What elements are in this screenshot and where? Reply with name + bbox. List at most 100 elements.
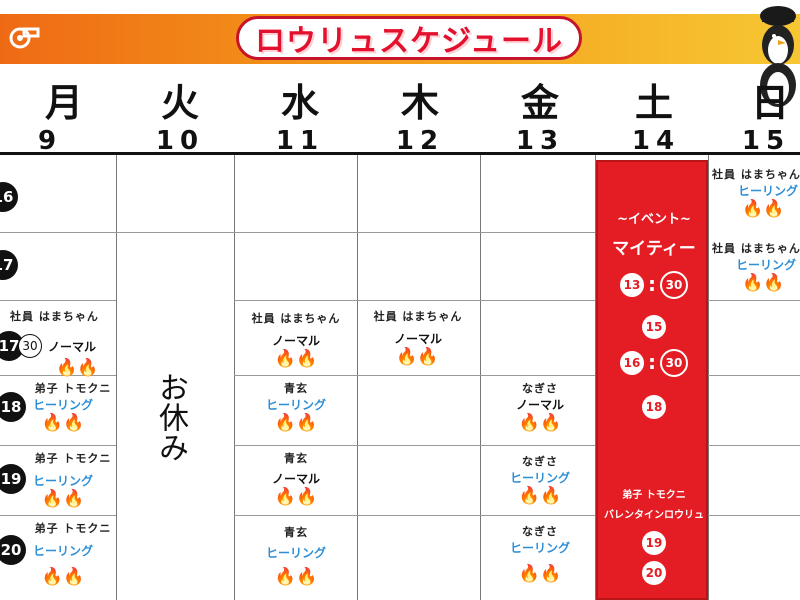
hour-marker: 17 — [0, 250, 18, 280]
session-type: ヒーリング — [32, 398, 93, 412]
date-sun: 15 — [741, 126, 791, 156]
evening-staff: 弟子 トモクニ — [622, 490, 686, 501]
minute-badge: 30 — [660, 271, 688, 299]
day-mon: 月 — [44, 81, 83, 125]
hour-badge: 13 — [620, 273, 644, 297]
session-type: ノーマル — [393, 332, 442, 346]
session-type: ヒーリング — [738, 184, 799, 198]
session-type: ヒーリング — [509, 471, 570, 485]
slot-mon-18: 弟子 トモクニ ヒーリング 🔥🔥 — [10, 380, 116, 433]
row-divider — [234, 300, 595, 301]
date-wed: 11 — [275, 126, 325, 156]
slot-wed-17: 社員 はまちゃん ノーマル 🔥🔥 — [236, 310, 356, 369]
staff-name: 社員 はまちゃん — [251, 312, 341, 325]
event-time: 15 — [598, 312, 710, 339]
event-time: 18 — [598, 392, 710, 419]
staff-name: 社員 はまちゃん — [10, 310, 99, 323]
hour-badge: 20 — [642, 561, 666, 585]
date-tue: 10 — [155, 126, 205, 156]
row-divider — [708, 515, 800, 516]
fire-icon: 🔥🔥 — [742, 199, 785, 219]
fire-icon: 🔥🔥 — [41, 489, 85, 509]
day-thu: 木 — [400, 81, 439, 125]
title-pill: ロウリュスケジュール — [236, 16, 582, 60]
fire-icon: 🔥🔥 — [274, 349, 318, 369]
fire-icon: 🔥🔥 — [41, 413, 85, 433]
slot-sun-16: 社員 はまちゃん ヒーリング 🔥🔥 — [706, 166, 800, 219]
hour-marker: 16 — [0, 182, 18, 212]
slot-fri-19: なぎさ ヒーリング 🔥🔥 — [480, 453, 600, 506]
hour-marker: 19 — [0, 464, 26, 494]
fire-icon: 🔥🔥 — [396, 347, 439, 367]
session-type: ノーマル — [271, 472, 320, 486]
holiday-label: お休み — [153, 372, 188, 462]
fire-icon: 🔥🔥 — [742, 273, 785, 293]
session-type: ヒーリング — [265, 546, 326, 560]
date-fri: 13 — [515, 126, 565, 156]
slot-mon-19: 弟子 トモクニ ヒーリング 🔥🔥 — [10, 450, 116, 509]
hour-badge: 15 — [642, 315, 666, 339]
row-divider — [234, 375, 595, 376]
row-divider — [0, 232, 116, 233]
row-divider — [0, 445, 116, 446]
staff-name: 弟子 トモクニ — [34, 522, 112, 535]
staff-name: なぎさ — [522, 455, 558, 468]
day-sat: 土 — [634, 81, 673, 125]
session-type: ヒーリング — [32, 544, 93, 558]
hour-badge: 16 — [620, 351, 644, 375]
slot-mon-20: 弟子 トモクニ ヒーリング 🔥🔥 — [10, 520, 116, 587]
row-divider — [116, 232, 234, 233]
event-time: 20 — [598, 558, 710, 585]
row-divider — [234, 232, 595, 233]
fire-icon: 🔥🔥 — [518, 413, 562, 433]
session-type: ヒーリング — [736, 258, 797, 272]
row-divider — [234, 445, 595, 446]
slot-fri-18: なぎさ ノーマル 🔥🔥 — [480, 380, 600, 433]
slot-wed-20: 青玄 ヒーリング 🔥🔥 — [236, 524, 356, 587]
day-fri: 金 — [520, 81, 559, 125]
hour-badge: 19 — [642, 531, 666, 555]
event-name: マイティー — [612, 239, 696, 259]
slot-fri-20: なぎさ ヒーリング 🔥🔥 — [480, 523, 600, 584]
header-divider — [0, 152, 800, 155]
fire-icon: 🔥🔥 — [274, 567, 318, 587]
date-thu: 12 — [395, 126, 445, 156]
row-divider — [708, 375, 800, 376]
fire-icon: 🔥🔥 — [274, 413, 318, 433]
session-type: ヒーリング — [32, 474, 93, 488]
staff-name: 青玄 — [284, 452, 308, 465]
hour-marker: 18 — [0, 392, 26, 422]
fire-icon: 🔥🔥 — [56, 358, 99, 378]
fire-icon: 🔥🔥 — [518, 486, 562, 506]
slot-mon-17: 社員 はまちゃん 30 ノーマル 🔥🔥 — [4, 308, 116, 378]
day-wed: 水 — [280, 81, 319, 125]
event-label: ~イベント~ — [617, 212, 691, 227]
column-divider — [357, 155, 358, 600]
event-time: 13:30 — [598, 270, 710, 299]
staff-name: なぎさ — [522, 382, 558, 395]
event-column: ~イベント~ マイティー 13:30 15 16:30 18 弟子 トモクニ バ… — [596, 160, 708, 600]
fire-icon: 🔥🔥 — [274, 487, 318, 507]
minute-badge: 30 — [18, 334, 42, 358]
session-type: ヒーリング — [509, 541, 570, 555]
date-mon: 9 — [37, 126, 63, 156]
minute-badge: 30 — [660, 349, 688, 377]
fire-icon: 🔥🔥 — [518, 564, 562, 584]
slot-wed-18: 青玄 ヒーリング 🔥🔥 — [236, 380, 356, 433]
row-divider — [0, 375, 116, 376]
staff-name: なぎさ — [522, 525, 558, 538]
date-sat: 14 — [631, 126, 681, 156]
fire-icon: 🔥🔥 — [41, 567, 85, 587]
staff-name: 弟子 トモクニ — [34, 382, 112, 395]
whistle-icon — [9, 27, 40, 49]
row-divider — [0, 515, 116, 516]
event-time: 19 — [598, 528, 710, 555]
row-divider — [708, 300, 800, 301]
page-title: ロウリュスケジュール — [255, 24, 563, 59]
column-divider — [116, 155, 117, 600]
staff-name: 青玄 — [284, 526, 308, 539]
session-type: ノーマル — [271, 334, 320, 348]
session-type: ノーマル — [515, 398, 564, 412]
column-divider — [708, 155, 709, 600]
row-divider — [0, 300, 116, 301]
